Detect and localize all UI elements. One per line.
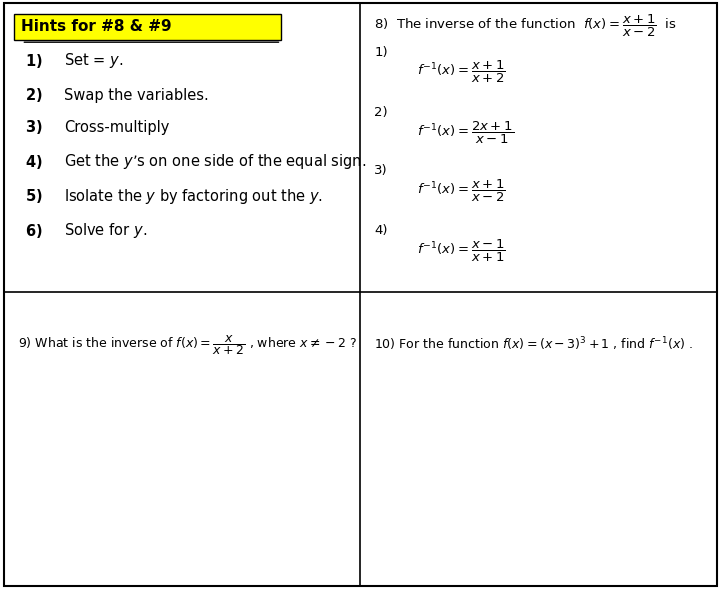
Text: Cross-multiply: Cross-multiply bbox=[64, 120, 169, 134]
Text: $\mathbf{4)}$: $\mathbf{4)}$ bbox=[25, 153, 43, 171]
Text: $\mathbf{3)}$: $\mathbf{3)}$ bbox=[25, 118, 43, 136]
Text: 1): 1) bbox=[374, 45, 388, 58]
Text: 2): 2) bbox=[374, 106, 388, 119]
Text: Swap the variables.: Swap the variables. bbox=[64, 88, 209, 103]
Text: $\mathbf{6)}$: $\mathbf{6)}$ bbox=[25, 222, 43, 240]
Text: 3): 3) bbox=[374, 164, 388, 177]
Text: $\mathbf{5)}$: $\mathbf{5)}$ bbox=[25, 187, 43, 206]
Text: 10) For the function $\mathit{f}(x) = (x-3)^3 + 1$ , find $f^{-1}(x)$ .: 10) For the function $\mathit{f}(x) = (x… bbox=[374, 336, 693, 353]
Text: Isolate the $y$ by factoring out the $y$.: Isolate the $y$ by factoring out the $y$… bbox=[64, 187, 323, 206]
Text: 9) What is the inverse of $\mathit{f}(x) = \dfrac{x}{x+2}$ , where $x \neq -2$ ?: 9) What is the inverse of $\mathit{f}(x)… bbox=[18, 333, 357, 356]
Text: $f^{-1}(x) = \dfrac{x-1}{x+1}$: $f^{-1}(x) = \dfrac{x-1}{x+1}$ bbox=[417, 238, 505, 264]
FancyBboxPatch shape bbox=[14, 15, 281, 41]
Text: $\mathbf{1)}$: $\mathbf{1)}$ bbox=[25, 52, 43, 70]
Text: Get the $y$’s on one side of the equal sign.: Get the $y$’s on one side of the equal s… bbox=[64, 152, 366, 171]
Text: Hints for #8 & #9: Hints for #8 & #9 bbox=[22, 18, 172, 34]
Text: 8)  The inverse of the function  $\mathit{f}(x) = \dfrac{x+1}{x-2}$  is: 8) The inverse of the function $\mathit{… bbox=[374, 13, 677, 39]
Text: Set = $y$.: Set = $y$. bbox=[64, 51, 123, 70]
Text: $\mathbf{2)}$: $\mathbf{2)}$ bbox=[25, 87, 43, 104]
Text: $f^{-1}(x) = \dfrac{x+1}{x+2}$: $f^{-1}(x) = \dfrac{x+1}{x+2}$ bbox=[417, 59, 505, 85]
Text: Solve for $y$.: Solve for $y$. bbox=[64, 221, 147, 240]
Text: $f^{-1}(x) = \dfrac{x+1}{x-2}$: $f^{-1}(x) = \dfrac{x+1}{x-2}$ bbox=[417, 177, 505, 204]
Text: $f^{-1}(x) = \dfrac{2x+1}{x-1}$: $f^{-1}(x) = \dfrac{2x+1}{x-1}$ bbox=[417, 120, 514, 146]
Text: 4): 4) bbox=[374, 224, 388, 237]
